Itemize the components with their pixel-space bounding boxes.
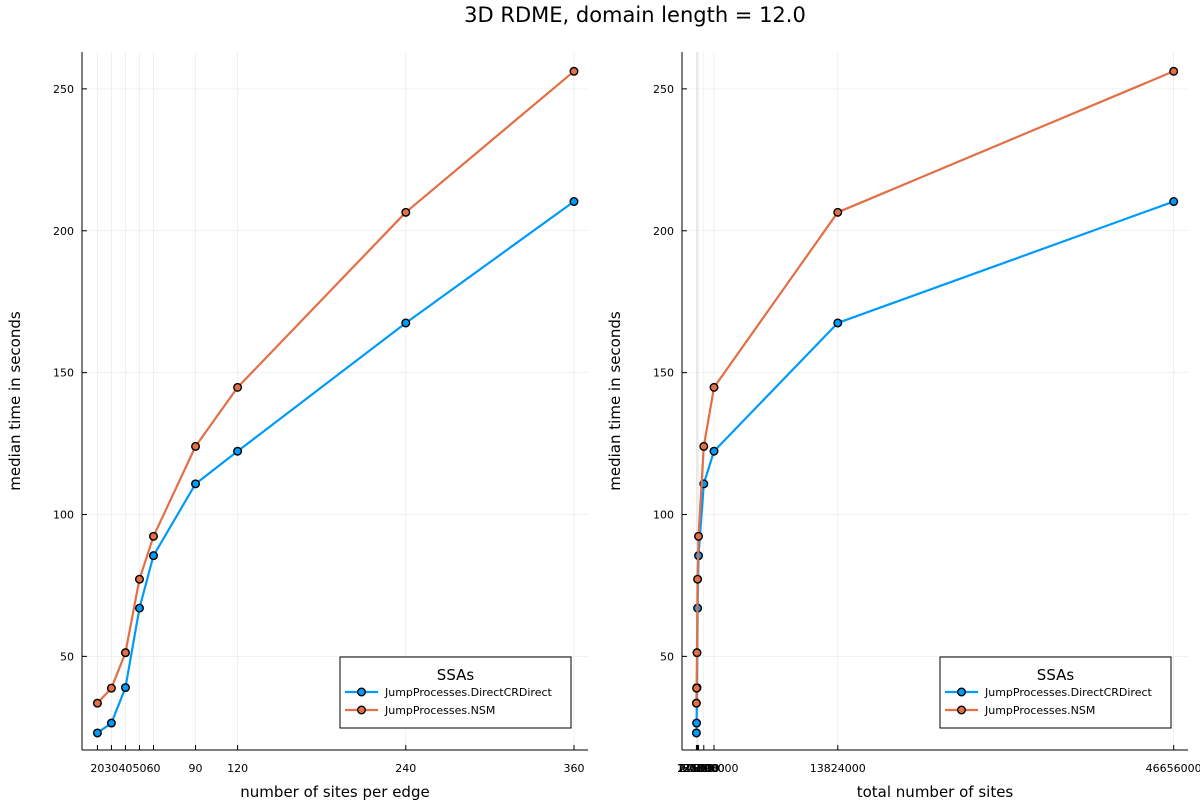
x-tick-label: 30 — [104, 762, 118, 775]
legend-swatch-marker — [357, 705, 367, 715]
x-tick-label: 27000 — [679, 762, 714, 775]
legend: SSAs JumpProcesses.DirectCRDirect JumpProc… — [939, 656, 1172, 729]
data-point-nsm — [691, 698, 701, 708]
x-tick-label: 240 — [395, 762, 416, 775]
y-tick-label: 100 — [53, 508, 74, 521]
x-tick-label: 120 — [227, 762, 248, 775]
data-point-directcrdirect — [691, 728, 701, 738]
x-tick-label: 50 — [132, 762, 146, 775]
left-plot-panel: 20 30 40 50 60 90 120 240 36050100150200250numbe… — [6, 52, 588, 800]
legend-box — [339, 656, 572, 729]
data-point-directcrdirect — [709, 446, 719, 456]
y-tick-label: 150 — [53, 367, 74, 380]
y-tick-label: 200 — [653, 225, 674, 238]
x-tick-label: 125000 — [677, 762, 719, 775]
legend: SSAs JumpProcesses.DirectCRDirect JumpProc… — [339, 656, 572, 729]
x-tick-label: 13824000 — [810, 762, 866, 775]
data-point-nsm — [833, 207, 843, 217]
data-point-nsm — [1169, 66, 1179, 76]
legend-box — [939, 656, 1172, 729]
data-point-nsm — [233, 382, 243, 392]
y-tick-label: 50 — [60, 650, 74, 663]
x-tick-label: 20 — [90, 762, 104, 775]
data-point-directcrdirect — [1169, 197, 1179, 207]
legend-title: SSAs — [437, 666, 475, 684]
x-tick-label: 40 — [118, 762, 132, 775]
legend-title: SSAs — [1037, 666, 1075, 684]
legend-swatch-marker — [957, 687, 967, 697]
y-tick-label: 250 — [653, 83, 674, 96]
legend-entry-label: JumpProcesses.DirectCRDirect — [384, 686, 553, 699]
data-point-directcrdirect — [401, 318, 411, 328]
data-point-directcrdirect — [120, 683, 130, 693]
x-tick-label: 46656000 — [1146, 762, 1200, 775]
x-tick-label: 8000 — [682, 762, 710, 775]
data-point-directcrdirect — [233, 446, 243, 456]
x-tick-label: 360 — [563, 762, 584, 775]
data-point-directcrdirect — [833, 318, 843, 328]
data-point-nsm — [120, 648, 130, 658]
y-axis-label: median time in seconds — [606, 311, 624, 491]
legend-swatch-marker — [357, 687, 367, 697]
series-line-directcrdirect — [96, 200, 575, 734]
y-tick-label: 250 — [53, 83, 74, 96]
x-tick-label: 60 — [146, 762, 160, 775]
series-line-directcrdirect — [695, 200, 1175, 734]
x-tick-label: 90 — [189, 762, 203, 775]
data-point-directcrdirect — [148, 551, 158, 561]
x-axis-label: total number of sites — [857, 783, 1014, 800]
y-tick-label: 200 — [53, 225, 74, 238]
data-point-nsm — [106, 683, 116, 693]
x-tick-label: 64000 — [679, 762, 714, 775]
data-point-directcrdirect — [92, 728, 102, 738]
x-axis-label: number of sites per edge — [240, 783, 429, 800]
data-point-nsm — [148, 531, 158, 541]
data-point-nsm — [692, 648, 702, 658]
legend-entry-label: JumpProcesses.DirectCRDirect — [984, 686, 1153, 699]
data-point-nsm — [134, 574, 144, 584]
legend-entry-label: JumpProcesses.NSM — [984, 704, 1095, 717]
data-point-directcrdirect — [134, 603, 144, 613]
data-point-nsm — [692, 683, 702, 693]
data-point-nsm — [401, 207, 411, 217]
x-tick-label: 216000 — [678, 762, 720, 775]
data-point-nsm — [693, 574, 703, 584]
data-point-nsm — [191, 441, 201, 451]
data-point-nsm — [699, 441, 709, 451]
y-tick-label: 100 — [653, 508, 674, 521]
series-line-nsm — [96, 70, 575, 704]
chart-title: 3D RDME, domain length = 12.0 — [464, 3, 806, 27]
y-tick-label: 50 — [660, 650, 674, 663]
series-line-nsm — [695, 70, 1175, 704]
x-tick-label: 1728000 — [690, 762, 739, 775]
data-point-directcrdirect — [569, 197, 579, 207]
data-point-nsm — [694, 531, 704, 541]
data-point-directcrdirect — [106, 718, 116, 728]
legend-entry-label: JumpProcesses.NSM — [384, 704, 495, 717]
y-axis-label: median time in seconds — [6, 311, 24, 491]
data-point-nsm — [92, 698, 102, 708]
y-tick-label: 150 — [653, 367, 674, 380]
data-point-nsm — [569, 66, 579, 76]
data-point-directcrdirect — [191, 479, 201, 489]
x-tick-label: 729000 — [683, 762, 725, 775]
legend-swatch-marker — [957, 705, 967, 715]
data-point-nsm — [709, 382, 719, 392]
data-point-directcrdirect — [692, 718, 702, 728]
